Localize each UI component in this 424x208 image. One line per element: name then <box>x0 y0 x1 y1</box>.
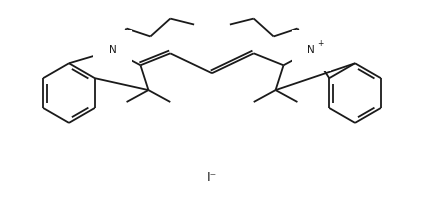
Text: I⁻: I⁻ <box>207 171 217 184</box>
Text: +: + <box>317 39 324 48</box>
Text: N: N <box>109 45 117 55</box>
Text: N: N <box>307 45 315 55</box>
